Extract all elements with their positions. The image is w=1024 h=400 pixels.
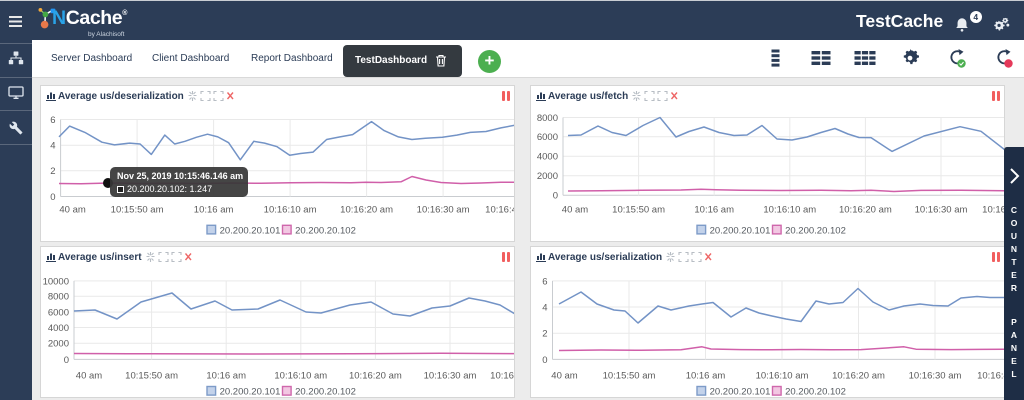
svg-text:10:16:10 am: 10:16:10 am bbox=[264, 205, 317, 216]
svg-text:10:16:30 am: 10:16:30 am bbox=[915, 205, 968, 216]
svg-text:20.200.20.101: 20.200.20.101 bbox=[220, 226, 281, 237]
svg-text:4000: 4000 bbox=[48, 323, 69, 334]
svg-text:0: 0 bbox=[64, 355, 69, 366]
svg-text:2000: 2000 bbox=[537, 171, 558, 182]
svg-text:2000: 2000 bbox=[48, 339, 69, 350]
svg-text:40 am: 40 am bbox=[562, 205, 588, 216]
svg-text:10:15:50 am: 10:15:50 am bbox=[603, 371, 656, 382]
svg-text:10:16:40 am: 10:16:40 am bbox=[977, 371, 1004, 382]
svg-text:0: 0 bbox=[50, 192, 55, 203]
svg-text:10:16 am: 10:16 am bbox=[694, 205, 734, 216]
svg-text:40 am: 40 am bbox=[551, 371, 577, 382]
svg-text:10:15:50 am: 10:15:50 am bbox=[125, 371, 178, 382]
svg-text:40 am: 40 am bbox=[76, 371, 102, 382]
svg-text:10:16 am: 10:16 am bbox=[206, 371, 246, 382]
svg-text:10:16:30 am: 10:16:30 am bbox=[424, 371, 477, 382]
svg-text:10:16:30 am: 10:16:30 am bbox=[909, 371, 962, 382]
svg-text:10:16:40 am: 10:16:40 am bbox=[982, 205, 1004, 216]
svg-text:8000: 8000 bbox=[48, 292, 69, 303]
svg-text:20.200.20.101: 20.200.20.101 bbox=[710, 387, 771, 397]
svg-text:20.200.20.101: 20.200.20.101 bbox=[710, 226, 771, 237]
svg-text:20.200.20.101: 20.200.20.101 bbox=[220, 387, 281, 397]
svg-text:8000: 8000 bbox=[537, 113, 558, 124]
svg-text:20.200.20.102: 20.200.20.102 bbox=[785, 387, 846, 397]
svg-text:10:16 am: 10:16 am bbox=[194, 205, 234, 216]
svg-text:20.200.20.102: 20.200.20.102 bbox=[295, 226, 356, 237]
svg-text:6: 6 bbox=[542, 276, 547, 287]
svg-text:40 am: 40 am bbox=[59, 205, 85, 216]
svg-text:2: 2 bbox=[542, 329, 547, 340]
svg-text:10000: 10000 bbox=[43, 276, 69, 287]
svg-text:0: 0 bbox=[542, 355, 547, 366]
svg-text:10:16:40 am: 10:16:40 am bbox=[485, 205, 514, 216]
svg-text:4: 4 bbox=[542, 302, 547, 313]
svg-text:4: 4 bbox=[50, 141, 55, 152]
svg-text:6000: 6000 bbox=[537, 132, 558, 143]
svg-text:20.200.20.102: 20.200.20.102 bbox=[295, 387, 356, 397]
svg-text:20.200.20.102: 20.200.20.102 bbox=[785, 226, 846, 237]
svg-text:10:16:20 am: 10:16:20 am bbox=[839, 205, 892, 216]
svg-text:10:16:20 am: 10:16:20 am bbox=[832, 371, 885, 382]
svg-text:10:16:10 am: 10:16:10 am bbox=[756, 371, 809, 382]
svg-text:10:15:50 am: 10:15:50 am bbox=[111, 205, 164, 216]
svg-text:10:16:10 am: 10:16:10 am bbox=[274, 371, 327, 382]
svg-text:10:16 am: 10:16 am bbox=[686, 371, 726, 382]
svg-text:0: 0 bbox=[553, 191, 558, 202]
svg-text:10:16:20 am: 10:16:20 am bbox=[349, 371, 402, 382]
svg-text:10:15:50 am: 10:15:50 am bbox=[612, 205, 665, 216]
svg-text:2: 2 bbox=[50, 166, 55, 177]
svg-text:6000: 6000 bbox=[48, 308, 69, 319]
svg-text:10:16:40 am: 10:16:40 am bbox=[490, 371, 514, 382]
svg-text:4000: 4000 bbox=[537, 152, 558, 163]
svg-text:10:16:10 am: 10:16:10 am bbox=[763, 205, 816, 216]
svg-text:6: 6 bbox=[50, 115, 55, 126]
svg-text:10:16:20 am: 10:16:20 am bbox=[340, 205, 393, 216]
svg-text:10:16:30 am: 10:16:30 am bbox=[417, 205, 470, 216]
